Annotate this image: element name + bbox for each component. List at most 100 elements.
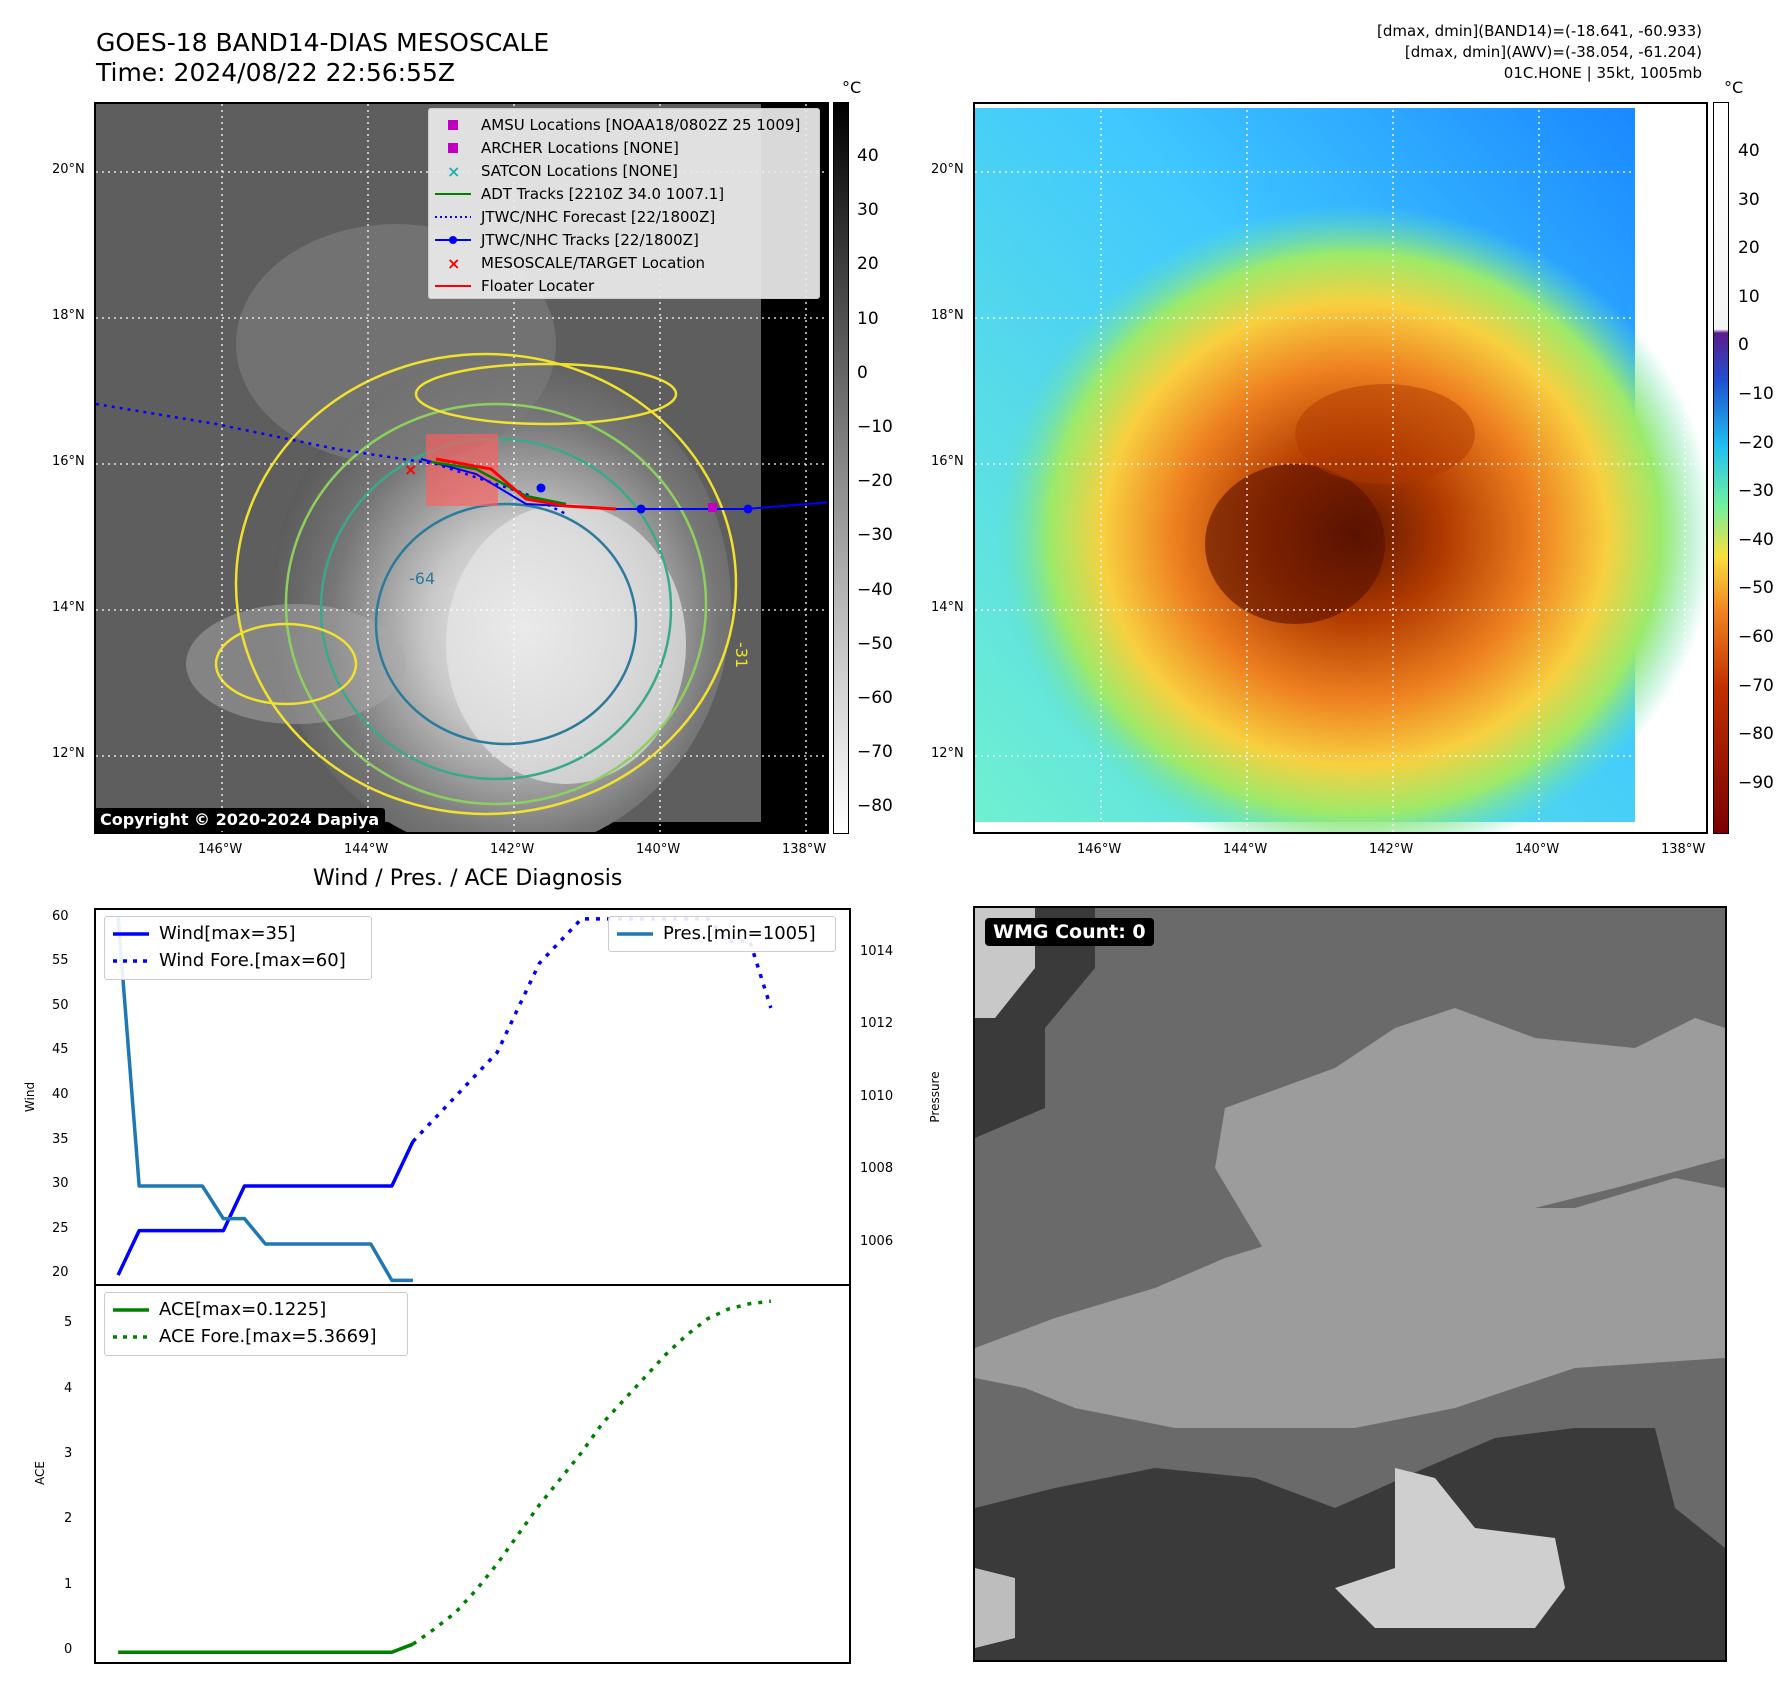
lon-tick-label: 140°W: [1515, 842, 1560, 857]
legend-label: ACE[max=0.1225]: [159, 1299, 327, 1320]
legend-item: ARCHER Locations [NONE]: [435, 136, 813, 159]
colorbar-tick-label: −20: [857, 471, 893, 492]
lon-tick-label: 142°W: [490, 842, 535, 857]
legend-swatch: [617, 927, 653, 941]
legend-swatch: [113, 1303, 149, 1317]
lon-tick-label: 138°W: [782, 842, 827, 857]
series-line: [116, 917, 413, 1283]
legend-label: Wind[max=35]: [159, 923, 296, 944]
legend-label: MESOSCALE/TARGET Location: [481, 253, 706, 272]
wmg-count-badge: WMG Count: 0: [985, 918, 1154, 946]
svg-text:×: ×: [404, 460, 417, 479]
copyright-badge: Copyright © 2020-2024 Dapiya: [94, 808, 386, 831]
series-line: [411, 1299, 772, 1646]
contour-label: -64: [409, 569, 435, 588]
page-title: GOES-18 BAND14-DIAS MESOSCALE: [96, 28, 550, 57]
legend-swatch: [435, 279, 471, 293]
legend-swatch: ×: [435, 164, 471, 178]
lat-tick-label: 14°N: [931, 600, 964, 615]
colorbar-unit: °C: [1724, 78, 1744, 97]
colorbar-tick-label: −80: [1738, 724, 1774, 745]
legend-swatch: [435, 233, 471, 247]
colorbar-tick-label: −60: [1738, 627, 1774, 647]
colorbar-tick-label: −40: [857, 579, 893, 600]
colorbar-tick-label: 40: [857, 146, 879, 166]
legend-swatch: [435, 141, 471, 155]
colorbar-tick-label: 0: [1738, 335, 1749, 356]
lat-tick-label: 18°N: [52, 308, 85, 323]
colorbar-tick-label: −80: [857, 796, 893, 817]
legend-label: JTWC/NHC Forecast [22/1800Z]: [481, 207, 716, 226]
legend-item: ACE[max=0.1225]: [113, 1296, 399, 1323]
storm-info: 01C.HONE | 35kt, 1005mb: [1503, 64, 1702, 82]
pressure-axis-label: Pressure: [928, 1071, 942, 1123]
ir-color-imagery: [975, 104, 1706, 832]
colorbar-tick-label: 40: [1738, 141, 1760, 161]
contour-label: -31: [732, 642, 751, 668]
timestamp: Time: 2024/08/22 22:56:55Z: [96, 58, 455, 87]
colorbar-tick-label: −70: [1738, 675, 1774, 696]
wind-axis-label: Wind: [23, 1081, 37, 1113]
ir-color-map: [973, 102, 1708, 834]
ace-chart: [118, 1299, 772, 1654]
lon-tick-label: 142°W: [1369, 842, 1414, 857]
contour-yellow: [234, 352, 738, 816]
legend-swatch: [435, 210, 471, 224]
legend-label: ACE Fore.[max=5.3669]: [159, 1326, 377, 1347]
ace-tick-label: 3: [64, 1446, 73, 1462]
wind-tick-label: 60: [52, 908, 69, 924]
ace-tick-label: 5: [64, 1315, 73, 1331]
ace-axis-label: ACE: [33, 1461, 47, 1485]
ace-tick-label: 1: [64, 1576, 73, 1592]
colorbar-tick-label: 10: [1738, 286, 1760, 307]
lat-tick-label: 20°N: [52, 162, 85, 177]
series-line: [118, 1642, 414, 1654]
legend-swatch: [435, 187, 471, 201]
wind-tick-label: 55: [52, 953, 69, 969]
lat-tick-label: 20°N: [931, 162, 964, 177]
lon-tick-label: 146°W: [1077, 842, 1122, 857]
legend-swatch: [113, 954, 149, 968]
lat-tick-label: 16°N: [931, 454, 964, 469]
lat-tick-label: 18°N: [931, 308, 964, 323]
colorbar-tick-label: −20: [1738, 432, 1774, 453]
colorbar-tick-label: −10: [1738, 384, 1774, 404]
colorbar-tick-label: −10: [857, 417, 893, 437]
wind-tick-label: 30: [52, 1176, 69, 1192]
legend-swatch: [113, 927, 149, 941]
lat-tick-label: 14°N: [52, 600, 85, 615]
legend-label: ADT Tracks [2210Z 34.0 1007.1]: [481, 184, 725, 203]
legend-label: JTWC/NHC Tracks [22/1800Z]: [481, 230, 699, 249]
lon-tick-label: 144°W: [344, 842, 389, 857]
colorbar-tick-label: 0: [857, 362, 868, 383]
legend-item: Pres.[min=1005]: [617, 920, 827, 947]
lat-tick-label: 16°N: [52, 454, 85, 469]
pressure-tick-label: 1014: [860, 943, 894, 959]
lon-tick-label: 140°W: [636, 842, 681, 857]
legend-item: Wind[max=35]: [113, 920, 363, 947]
ace-legend: ACE[max=0.1225] ACE Fore.[max=5.3669]: [104, 1292, 408, 1356]
lon-tick-label: 144°W: [1223, 842, 1268, 857]
colorbar-tick-label: 30: [857, 200, 879, 221]
wind-tick-label: 45: [52, 1042, 69, 1058]
pressure-legend: Pres.[min=1005]: [608, 916, 836, 952]
ace-panel: [94, 1284, 851, 1664]
wind-tick-label: 40: [52, 1087, 69, 1102]
legend-label: Wind Fore.[max=60]: [159, 950, 346, 971]
legend-item: Floater Locater: [435, 274, 813, 297]
wind-tick-label: 50: [52, 997, 69, 1013]
colorbar-tick-label: −70: [857, 742, 893, 763]
colorbar-tick-label: 30: [1738, 189, 1760, 210]
colorbar-tick-label: −50: [857, 633, 893, 654]
pressure-tick-label: 1008: [860, 1161, 894, 1177]
lon-tick-label: 146°W: [198, 842, 243, 857]
colorbar-tick-label: −30: [857, 525, 893, 546]
wind-tick-label: 35: [52, 1131, 69, 1147]
colorbar-tick-label: −50: [1738, 578, 1774, 599]
legend-item: AMSU Locations [NOAA18/0802Z 25 1009]: [435, 113, 813, 136]
legend-swatch: [113, 1330, 149, 1344]
legend-label: SATCON Locations [NONE]: [481, 161, 678, 180]
lat-tick-label: 12°N: [931, 746, 964, 761]
legend-label: AMSU Locations [NOAA18/0802Z 25 1009]: [481, 115, 801, 134]
dmax-band14: [dmax, dmin](BAND14)=(-18.641, -60.933): [1377, 22, 1702, 40]
